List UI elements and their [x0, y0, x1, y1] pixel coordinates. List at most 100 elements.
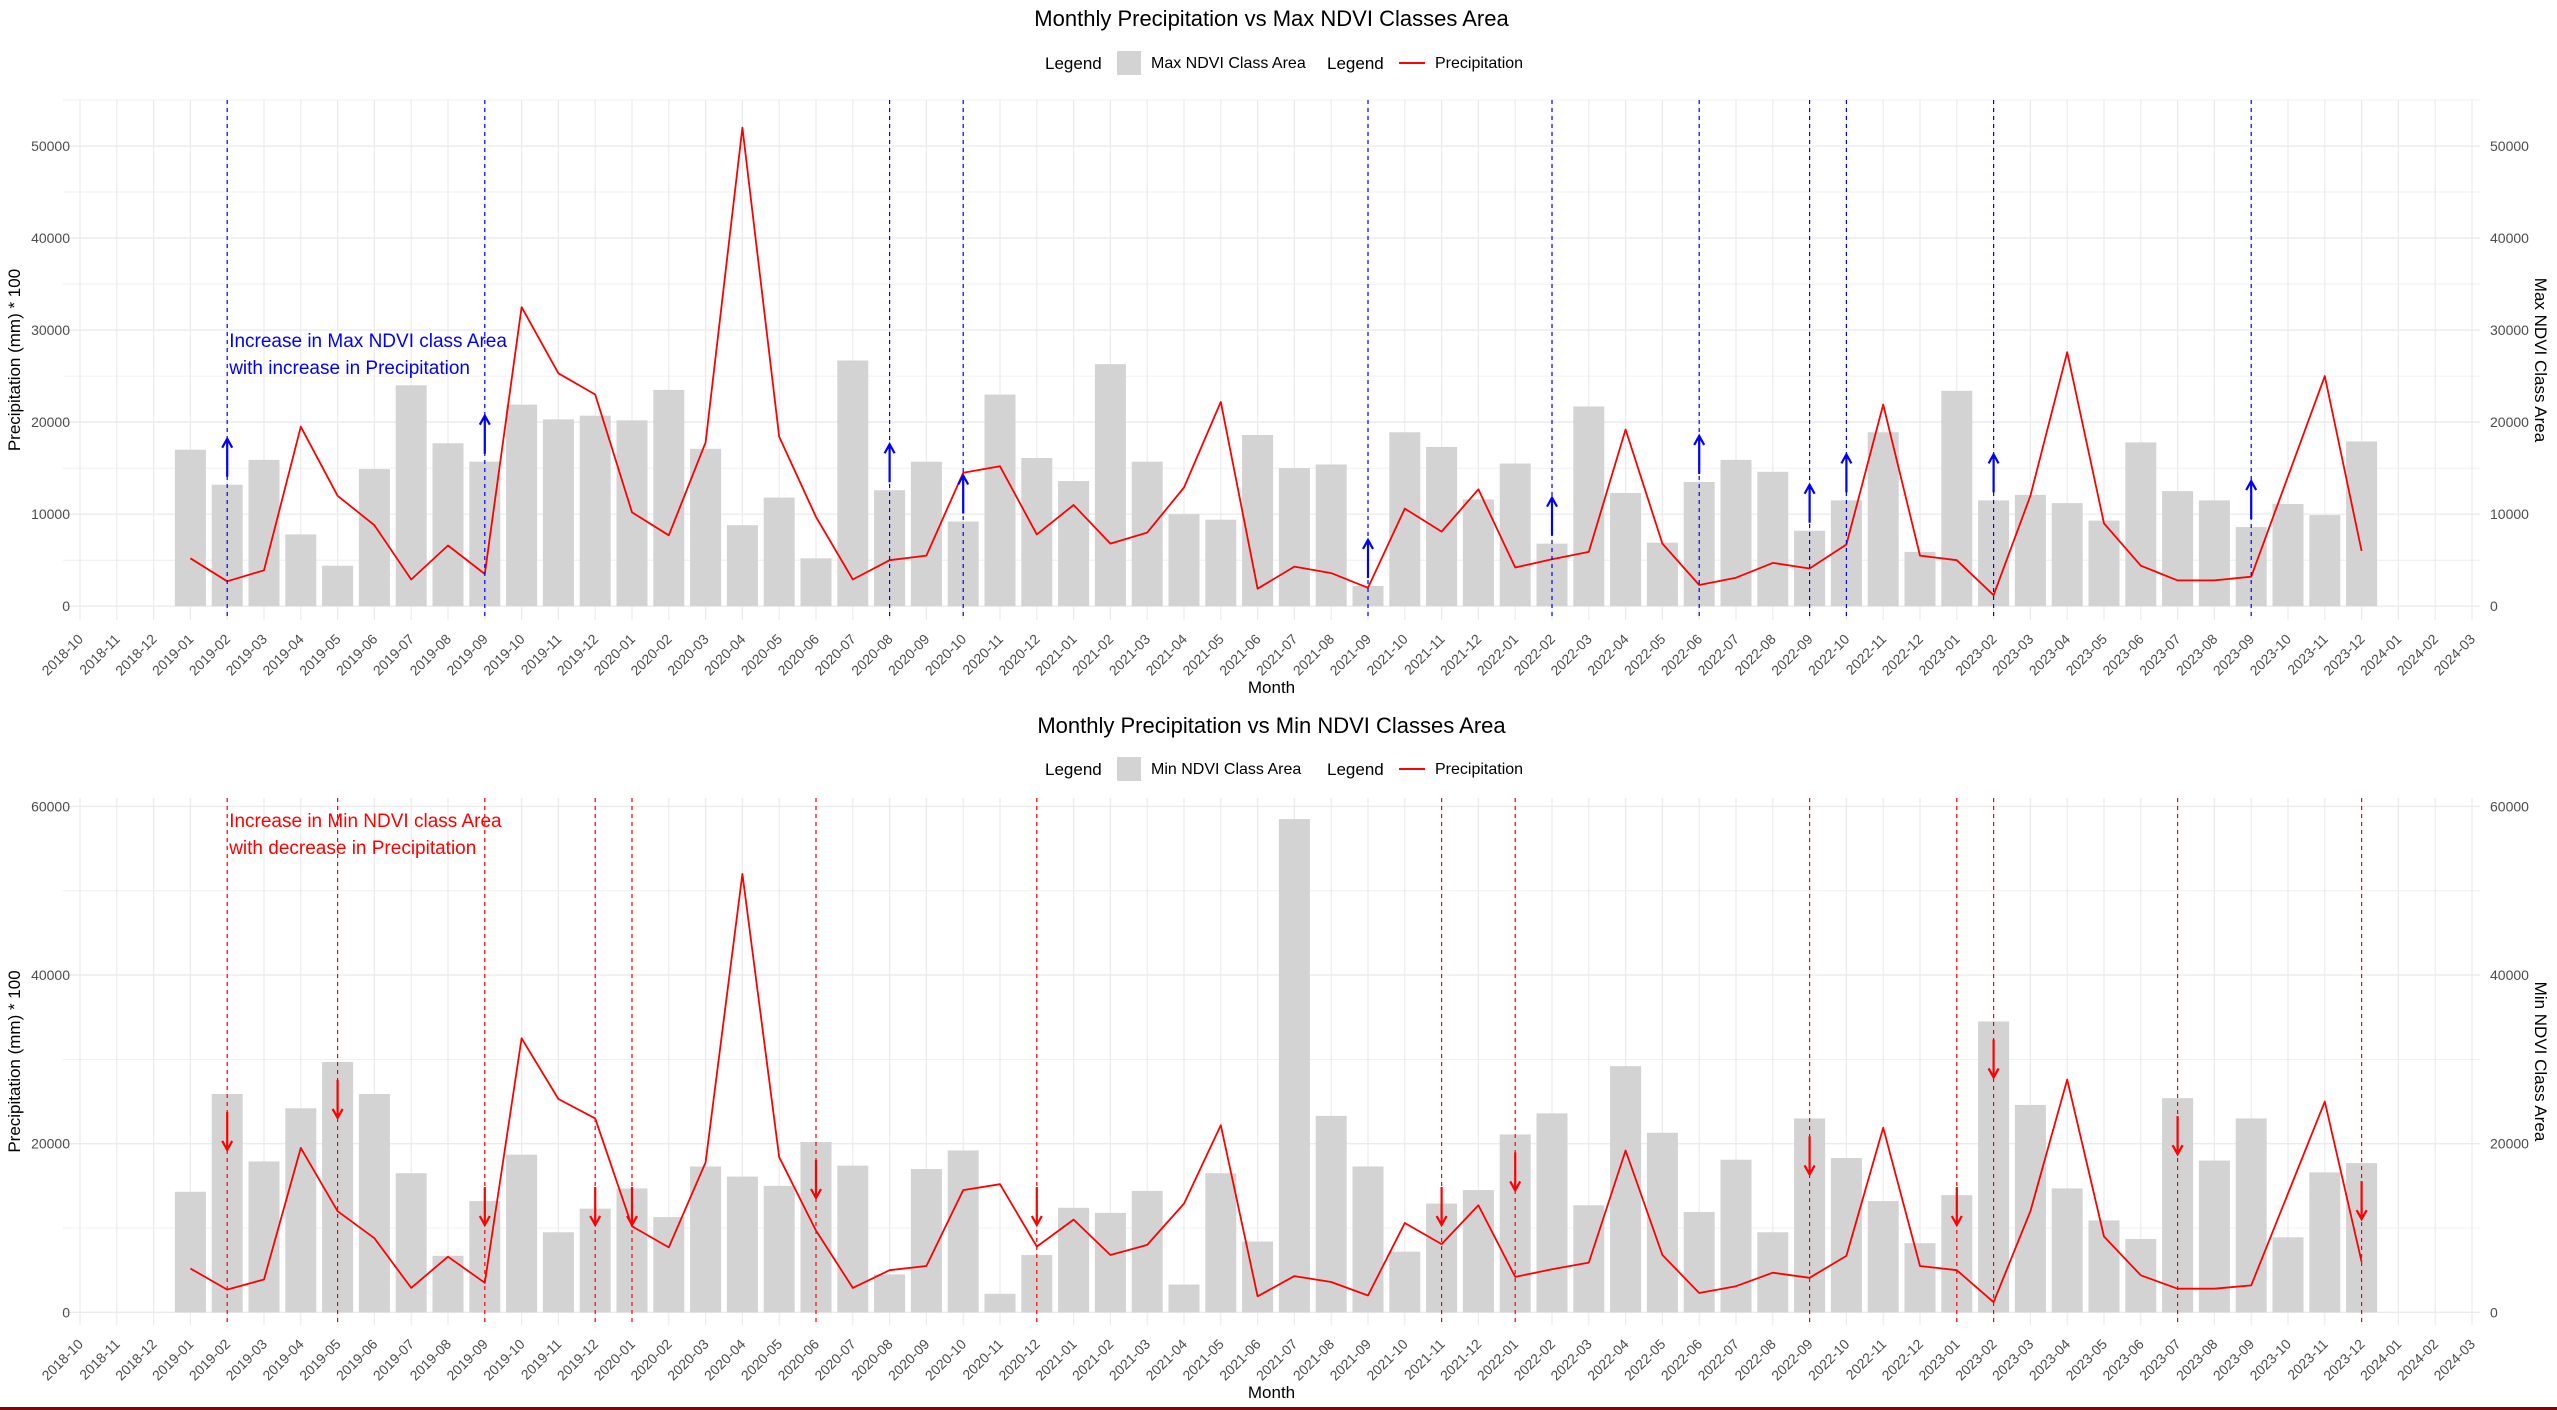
- precipitation-line: [189, 873, 2363, 1304]
- bar: [2051, 503, 2083, 607]
- bar: [542, 419, 574, 607]
- bar: [174, 449, 206, 607]
- y-tick-left: 40000: [31, 230, 70, 246]
- x-tick-label: 2018-10: [38, 1336, 86, 1384]
- bar: [1389, 1251, 1421, 1313]
- annotation-line-1: Increase in Max NDVI class Area: [229, 331, 507, 352]
- y-tick-right: 40000: [2490, 967, 2529, 983]
- legend-bar-key: [1117, 757, 1141, 781]
- bar: [1242, 1241, 1274, 1313]
- legend-bar-label: Max NDVI Class Area: [1151, 55, 1306, 72]
- bar: [984, 394, 1016, 607]
- up-arrow-icon: [957, 473, 970, 514]
- panel-1: Monthly Precipitation vs Max NDVI Classe…: [5, 6, 2550, 697]
- bar: [2309, 515, 2341, 607]
- bar: [1941, 390, 1973, 607]
- up-arrow-icon: [883, 441, 896, 483]
- bar: [1757, 471, 1789, 607]
- chart-title: Monthly Precipitation vs Min NDVI Classe…: [1037, 713, 1506, 738]
- bar: [1058, 1207, 1090, 1313]
- x-tick-label: 2020-10: [922, 1336, 970, 1384]
- bar: [1131, 461, 1163, 607]
- bar: [174, 1191, 206, 1313]
- up-arrow-icon: [1693, 433, 1706, 474]
- up-arrow-icon: [1840, 452, 1853, 493]
- legend-title: Legend: [1327, 54, 1384, 73]
- bar: [1131, 1190, 1163, 1313]
- bar: [395, 1173, 427, 1313]
- bar: [579, 415, 611, 607]
- y-tick-right: 30000: [2490, 322, 2529, 338]
- bar: [726, 1176, 758, 1313]
- annotation-line-2: with increase in Precipitation: [228, 358, 470, 379]
- legend-bar-key: [1117, 51, 1141, 75]
- bar: [653, 1217, 685, 1313]
- bar: [322, 565, 354, 607]
- bar: [285, 1108, 317, 1313]
- y-tick-left: 20000: [31, 1136, 70, 1152]
- bar: [285, 534, 317, 607]
- annotation-line-2: with decrease in Precipitation: [228, 838, 476, 859]
- legend-line-label: Precipitation: [1435, 761, 1523, 778]
- bar: [1278, 468, 1310, 607]
- bar: [690, 448, 722, 607]
- y-tick-left: 50000: [31, 138, 70, 154]
- y-tick-right: 0: [2490, 598, 2498, 614]
- bar: [837, 1165, 869, 1313]
- chart-title: Monthly Precipitation vs Max NDVI Classe…: [1034, 6, 1509, 31]
- bar: [1573, 1205, 1605, 1313]
- down-arrow-icon: [331, 1079, 344, 1121]
- bar: [1536, 1113, 1568, 1313]
- bar: [506, 404, 538, 607]
- bar: [1904, 551, 1936, 607]
- bar: [763, 497, 795, 607]
- bar: [763, 1185, 795, 1313]
- up-arrow-icon: [1362, 537, 1374, 578]
- bar: [947, 1150, 979, 1313]
- bar: [1646, 542, 1678, 607]
- bar: [1499, 463, 1531, 607]
- bar: [2051, 1188, 2083, 1313]
- legend-line-label: Precipitation: [1435, 55, 1523, 72]
- y-tick-right: 40000: [2490, 230, 2529, 246]
- bar: [1867, 1201, 1899, 1313]
- y-tick-left: 30000: [31, 322, 70, 338]
- x-tick-label: 2024-03: [2430, 1336, 2478, 1384]
- bar: [1205, 519, 1237, 607]
- legend-title: Legend: [1045, 54, 1102, 73]
- bar: [1610, 1066, 1642, 1313]
- bar: [506, 1154, 538, 1313]
- bottom-border: [0, 1407, 2557, 1410]
- down-arrow-icon: [478, 1187, 491, 1228]
- y-tick-right: 20000: [2490, 414, 2529, 430]
- y-tick-right: 10000: [2490, 506, 2529, 522]
- bar: [1315, 464, 1347, 607]
- up-arrow-icon: [2245, 478, 2258, 520]
- bar: [542, 1232, 574, 1313]
- y-axis-title-left: Precipitation (mm) * 100: [5, 269, 24, 451]
- bar: [2198, 500, 2230, 607]
- bar: [1610, 492, 1642, 607]
- x-tick-label: 2024-03: [2430, 631, 2478, 679]
- bar: [1720, 459, 1752, 607]
- bar: [2088, 520, 2120, 607]
- bar: [690, 1166, 722, 1313]
- bar: [1646, 1132, 1678, 1313]
- legend: Legend Min NDVI Class Area Legend Precipita…: [1045, 757, 1523, 781]
- y-axis-title-right: Min NDVI Class Area: [2531, 982, 2550, 1142]
- bar: [1462, 499, 1494, 607]
- down-arrow-icon: [1509, 1152, 1522, 1193]
- bar-series: [174, 819, 2378, 1313]
- bar-series: [174, 360, 2378, 607]
- x-tick-label: 2018-10: [38, 631, 86, 679]
- bar: [1867, 432, 1899, 607]
- bar: [1720, 1159, 1752, 1313]
- bar: [874, 1274, 906, 1313]
- bar: [653, 389, 685, 607]
- annotation-line-1: Increase in Min NDVI class Area: [229, 811, 502, 832]
- bar: [432, 443, 464, 607]
- down-arrow-icon: [810, 1160, 822, 1201]
- down-arrow-icon: [2355, 1181, 2368, 1222]
- bar: [1462, 1190, 1494, 1313]
- precipitation-line: [189, 126, 2363, 597]
